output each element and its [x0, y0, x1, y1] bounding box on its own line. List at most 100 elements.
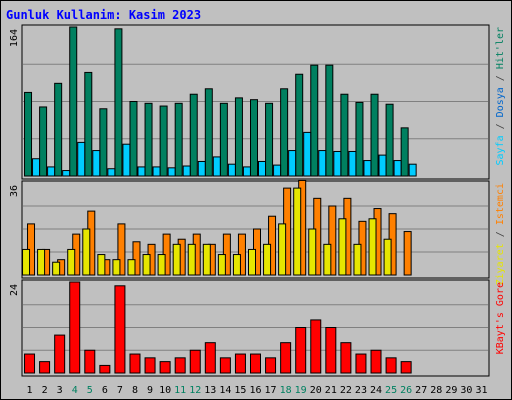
bar-hits-sayfa-day-26 [408, 163, 417, 177]
bar-visits-istemci-day-21 [328, 205, 337, 276]
x-tick-label-day-6: 6 [102, 385, 108, 396]
bar-hits-sayfa-day-14 [227, 163, 236, 177]
bar-kbytes-kbaytsgore-day-10 [159, 361, 171, 374]
x-tick-label-day-1: 1 [27, 385, 33, 396]
bar-hits-hitler-day-1 [24, 91, 33, 177]
bar-kbytes-kbaytsgore-day-12 [189, 349, 201, 374]
bar-kbytes-kbaytsgore-day-21 [325, 327, 337, 374]
bar-visits-ziyaret-day-11 [172, 243, 181, 276]
bar-visits-ziyaret-day-4 [67, 248, 76, 276]
bar-visits-ziyaret-day-25 [383, 238, 392, 276]
bar-hits-sayfa-day-25 [393, 160, 402, 177]
bar-hits-sayfa-day-13 [212, 156, 221, 177]
panel-frame-kbytes [21, 279, 490, 377]
bar-visits-ziyaret-day-20 [308, 228, 317, 276]
bar-visits-istemci-day-7 [117, 223, 126, 276]
bar-visits-ziyaret-day-7 [112, 259, 121, 276]
bar-hits-hitler-day-8 [129, 101, 138, 177]
legend-label-kbytes: KBayt's Gore [495, 282, 506, 354]
bar-kbytes-kbaytsgore-day-3 [54, 334, 66, 374]
bar-kbytes-kbaytsgore-day-14 [219, 357, 231, 374]
bar-kbytes-kbaytsgore-day-9 [144, 357, 156, 374]
bar-hits-hitler-day-13 [204, 88, 213, 177]
bar-hits-sayfa-day-10 [167, 167, 176, 177]
x-tick-label-day-25: 25 [385, 385, 397, 396]
bar-visits-ziyaret-day-15 [232, 254, 241, 276]
bar-hits-sayfa-day-24 [378, 154, 387, 177]
bar-hits-sayfa-day-5 [92, 150, 101, 177]
bar-hits-hitler-day-2 [39, 106, 48, 177]
bar-kbytes-kbaytsgore-day-11 [174, 357, 186, 374]
bar-visits-ziyaret-day-18 [278, 223, 287, 276]
bar-kbytes-kbaytsgore-day-19 [295, 327, 307, 374]
y-max-label-hits: 164 [9, 29, 20, 47]
x-tick-label-day-8: 8 [132, 385, 138, 396]
bar-kbytes-kbaytsgore-day-7 [114, 285, 126, 374]
x-tick-label-day-29: 29 [445, 385, 457, 396]
legend-label-hits: Sayfa / Dosya / Hit'ler [495, 27, 506, 166]
panel-frame-hits [21, 24, 490, 180]
bar-hits-hitler-day-12 [189, 93, 198, 177]
bar-hits-hitler-day-15 [234, 97, 243, 177]
bar-hits-hitler-day-11 [174, 102, 183, 177]
bar-hits-sayfa-day-19 [303, 131, 312, 177]
bar-hits-hitler-day-16 [250, 99, 258, 177]
x-tick-label-day-27: 27 [415, 385, 427, 396]
bar-hits-hitler-day-25 [385, 103, 394, 177]
bar-hits-sayfa-day-15 [242, 166, 251, 177]
bar-kbytes-kbaytsgore-day-17 [265, 357, 277, 374]
bar-visits-ziyaret-day-19 [293, 187, 302, 276]
x-tick-label-day-7: 7 [117, 385, 123, 396]
bar-hits-hitler-day-22 [340, 93, 349, 177]
x-tick-label-day-26: 26 [400, 385, 412, 396]
bar-hits-sayfa-day-2 [47, 166, 56, 177]
bar-kbytes-kbaytsgore-day-4 [69, 281, 81, 374]
bar-visits-ziyaret-day-8 [127, 259, 136, 276]
x-tick-label-day-13: 13 [204, 385, 216, 396]
legend-part-hits-0: Sayfa [495, 135, 506, 165]
bar-visits-istemci-day-26 [403, 231, 412, 276]
bar-hits-hitler-day-17 [265, 102, 274, 177]
legend-part-hits-2: Dosya [495, 87, 506, 117]
bar-hits-hitler-day-3 [54, 82, 63, 177]
bar-hits-hitler-day-6 [99, 108, 108, 177]
x-tick-label-day-20: 20 [310, 385, 322, 396]
bar-hits-sayfa-day-16 [258, 160, 266, 177]
y-max-label-visits: 36 [9, 185, 20, 197]
bar-kbytes-kbaytsgore-day-24 [370, 349, 382, 374]
bar-kbytes-kbaytsgore-day-25 [385, 357, 397, 374]
x-tick-label-day-22: 22 [340, 385, 352, 396]
bar-visits-ziyaret-day-16 [248, 248, 256, 276]
bar-hits-hitler-day-24 [370, 93, 379, 177]
x-tick-label-day-19: 19 [295, 385, 307, 396]
bar-visits-ziyaret-day-17 [263, 243, 272, 276]
x-tick-label-day-17: 17 [265, 385, 277, 396]
bar-hits-sayfa-day-22 [348, 150, 357, 177]
legend-part-hits-4: Hit'ler [495, 27, 506, 69]
bar-visits-ziyaret-day-5 [82, 228, 91, 276]
bar-kbytes-kbaytsgore-day-16 [250, 353, 261, 374]
bar-kbytes-kbaytsgore-day-20 [310, 319, 322, 374]
x-tick-label-day-4: 4 [72, 385, 78, 396]
legend-part-kbytes-0: KBayt's Gore [495, 282, 506, 354]
bar-hits-sayfa-day-11 [182, 165, 191, 177]
bar-hits-hitler-day-10 [159, 105, 168, 177]
bar-kbytes-kbaytsgore-day-22 [340, 342, 352, 374]
bar-hits-hitler-day-4 [69, 26, 78, 177]
x-tick-label-day-2: 2 [42, 385, 48, 396]
bar-visits-istemci-day-8 [132, 241, 141, 276]
bar-visits-ziyaret-day-12 [187, 243, 196, 276]
x-tick-label-day-31: 31 [475, 385, 487, 396]
bar-hits-hitler-day-5 [84, 71, 93, 177]
y-max-label-kbytes: 24 [9, 284, 20, 296]
bar-hits-sayfa-day-1 [32, 158, 41, 177]
bar-hits-sayfa-day-8 [137, 166, 146, 177]
bar-visits-ziyaret-day-9 [142, 254, 151, 276]
bar-kbytes-kbaytsgore-day-5 [84, 349, 96, 374]
x-tick-label-day-9: 9 [147, 385, 153, 396]
x-tick-label-day-14: 14 [219, 385, 231, 396]
legend-part-visits-2: Istemci [495, 183, 506, 225]
bar-hits-hitler-day-23 [355, 101, 364, 177]
bar-hits-hitler-day-9 [144, 102, 153, 177]
